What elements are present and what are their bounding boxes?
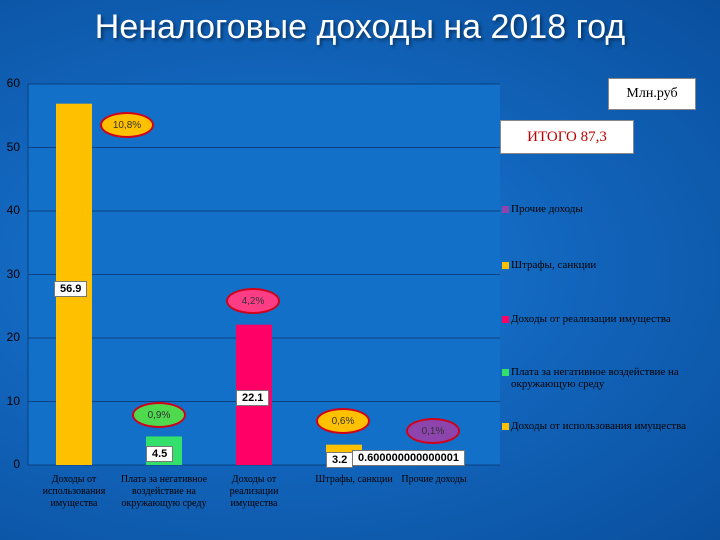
legend-swatch: [502, 316, 509, 323]
percent-label: 0,6%: [316, 408, 370, 434]
y-tick-label: 10: [6, 393, 20, 408]
legend-label: Штрафы, санкции: [511, 259, 597, 271]
legend-label: Доходы от реализации имущества: [511, 313, 671, 325]
legend-label: Доходы от использования имущества: [511, 420, 687, 432]
y-tick-label: 0: [13, 457, 20, 471]
data-label: 3.2: [326, 452, 354, 468]
percent-label: 10,8%: [100, 112, 154, 138]
percent-label: 0,9%: [132, 402, 186, 428]
y-tick-label: 40: [6, 203, 20, 217]
total-label: ИТОГО 87,3: [500, 120, 634, 154]
x-tick-label: Доходы от реализации имущества: [229, 474, 279, 509]
y-tick-label: 60: [6, 76, 20, 90]
legend-swatch: [502, 369, 509, 376]
data-label: 22.1: [236, 390, 270, 406]
data-label: 0.600000000000001: [352, 450, 465, 466]
data-label: 4.5: [146, 446, 174, 462]
data-label: 56.9: [54, 281, 88, 297]
percent-label: 4,2%: [226, 288, 280, 314]
legend-label: Плата за негативное воздействие на окруж…: [511, 366, 679, 390]
units-label: Млн.руб: [608, 78, 696, 110]
x-tick-label: Доходы от использования имущества: [42, 474, 106, 509]
legend-label: Прочие доходы: [511, 203, 583, 215]
percent-label: 0,1%: [406, 418, 460, 444]
y-tick-label: 30: [6, 266, 20, 281]
legend-swatch: [502, 206, 509, 213]
page-title: Неналоговые доходы на 2018 год: [94, 8, 626, 46]
legend-swatch: [502, 262, 509, 269]
y-tick-label: 20: [6, 330, 20, 344]
x-tick-label: Плата за негативное воздействие на окруж…: [120, 474, 208, 509]
x-tick-label: Штрафы, санкции: [315, 474, 393, 485]
y-tick-label: 50: [6, 139, 20, 154]
legend-swatch: [502, 423, 509, 430]
x-tick-label: Прочие доходы: [401, 474, 467, 485]
